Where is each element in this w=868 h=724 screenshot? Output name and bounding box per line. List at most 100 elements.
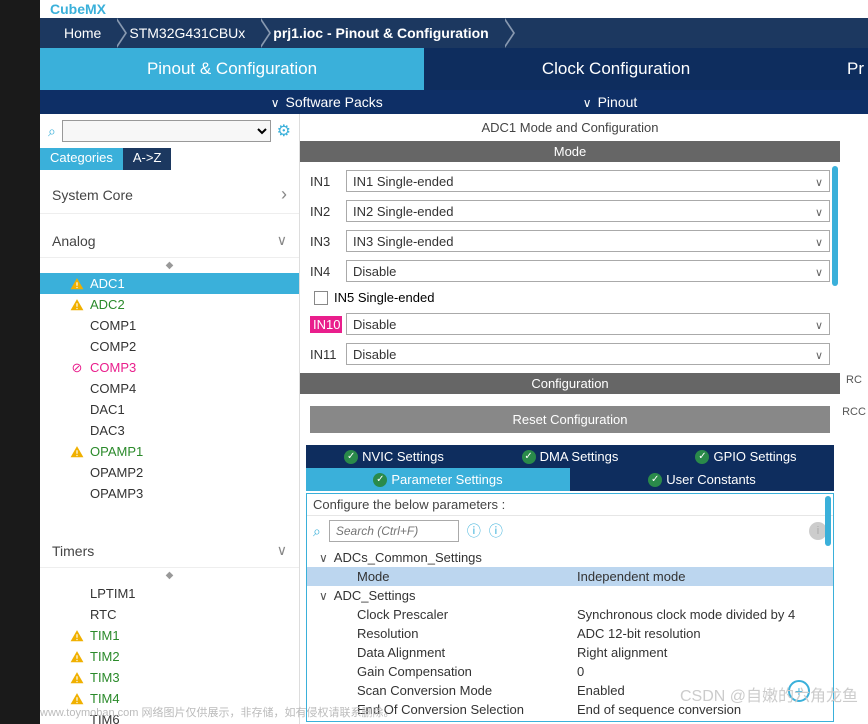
check-icon: ✓ xyxy=(522,450,536,464)
group-system-core[interactable]: System Core xyxy=(40,176,299,214)
param-search-input[interactable] xyxy=(329,520,459,542)
sidebar-item-lptim1[interactable]: LPTIM1 xyxy=(40,583,299,604)
gear-icon[interactable]: ⚙ xyxy=(277,121,291,141)
sidebar-item-dac1[interactable]: DAC1 xyxy=(40,399,299,420)
tab-clock-config[interactable]: Clock Configuration xyxy=(424,48,808,90)
in11-label: IN11 xyxy=(310,347,342,362)
in1-label: IN1 xyxy=(310,174,342,189)
in3-select[interactable]: IN3 Single-ended xyxy=(346,230,830,252)
param-value: End of sequence conversion xyxy=(577,702,741,717)
software-packs-dropdown[interactable]: Software Packs xyxy=(271,94,383,110)
sidebar-item-comp3[interactable]: ⊘ COMP3 xyxy=(40,357,299,378)
param-key: Data Alignment xyxy=(357,645,577,660)
caret-icon xyxy=(313,588,328,603)
param-resolution[interactable]: ResolutionADC 12-bit resolution xyxy=(307,624,833,643)
sidebar-item-opamp3[interactable]: OPAMP3 xyxy=(40,483,299,504)
group-timers[interactable]: Timers xyxy=(40,534,299,568)
warning-icon xyxy=(70,445,84,459)
item-label: OPAMP1 xyxy=(90,444,143,459)
tree-group-common[interactable]: ADCs_Common_Settings xyxy=(307,548,833,567)
chevron-down-icon xyxy=(271,94,280,110)
next-icon[interactable]: ⓘ xyxy=(489,521,503,541)
tab-nvic-settings[interactable]: ✓NVIC Settings xyxy=(306,445,482,468)
in3-label: IN3 xyxy=(310,234,342,249)
checkbox[interactable] xyxy=(314,291,328,305)
ban-icon: ⊘ xyxy=(70,361,84,375)
param-gain-compensation[interactable]: Gain Compensation0 xyxy=(307,662,833,681)
group-analog[interactable]: Analog xyxy=(40,224,299,258)
sidebar: ⌕ ⚙ Categories A->Z System Core Analog ◆… xyxy=(40,114,300,724)
chevron-down-icon xyxy=(277,542,287,559)
mode-header: Mode xyxy=(300,141,840,162)
sidebar-item-opamp2[interactable]: OPAMP2 xyxy=(40,462,299,483)
sidebar-item-comp1[interactable]: COMP1 xyxy=(40,315,299,336)
tab-az[interactable]: A->Z xyxy=(123,148,172,170)
sidebar-item-dac3[interactable]: DAC3 xyxy=(40,420,299,441)
category-tabs: Categories A->Z xyxy=(40,148,299,170)
param-description: Configure the below parameters : xyxy=(307,494,833,516)
pinout-dropdown[interactable]: Pinout xyxy=(583,94,638,110)
select-value: IN3 Single-ended xyxy=(353,234,453,249)
add-button[interactable]: + xyxy=(788,680,810,702)
scrollbar[interactable] xyxy=(825,496,831,546)
sidebar-item-comp2[interactable]: COMP2 xyxy=(40,336,299,357)
tab-gpio-settings[interactable]: ✓GPIO Settings xyxy=(658,445,834,468)
warning-icon xyxy=(70,298,84,312)
pinout-label: Pinout xyxy=(598,94,638,110)
config-pane: ADC1 Mode and Configuration Mode IN1IN1 … xyxy=(300,114,840,724)
crumb-project[interactable]: prj1.ioc - Pinout & Configuration xyxy=(259,18,502,48)
subbar: Software Packs Pinout xyxy=(40,90,868,114)
param-scan-conversion[interactable]: Scan Conversion ModeEnabled xyxy=(307,681,833,700)
chevron-down-icon xyxy=(815,347,823,362)
item-label: TIM3 xyxy=(90,670,120,685)
group-label: System Core xyxy=(52,187,133,203)
param-mode[interactable]: ModeIndependent mode xyxy=(307,567,833,586)
param-key: Scan Conversion Mode xyxy=(357,683,577,698)
select-value: Disable xyxy=(353,317,396,332)
tab-pinout-config[interactable]: Pinout & Configuration xyxy=(40,48,424,90)
sidebar-item-adc2[interactable]: ADC2 xyxy=(40,294,299,315)
in1-select[interactable]: IN1 Single-ended xyxy=(346,170,830,192)
chevron-right-icon xyxy=(281,184,287,205)
chevron-down-icon xyxy=(815,317,823,332)
reset-config-button[interactable]: Reset Configuration xyxy=(310,406,830,433)
item-label: TIM2 xyxy=(90,649,120,664)
search-select[interactable] xyxy=(62,120,271,142)
sidebar-item-tim2[interactable]: TIM2 xyxy=(40,646,299,667)
sidebar-item-tim1[interactable]: TIM1 xyxy=(40,625,299,646)
sidebar-item-tim3[interactable]: TIM3 xyxy=(40,667,299,688)
in11-select[interactable]: Disable xyxy=(346,343,830,365)
tab-dma-settings[interactable]: ✓DMA Settings xyxy=(482,445,658,468)
caret-icon xyxy=(313,550,328,565)
crumb-device[interactable]: STM32G431CBUx xyxy=(115,18,259,48)
in2-select[interactable]: IN2 Single-ended xyxy=(346,200,830,222)
tab-more[interactable]: Pr xyxy=(808,48,868,90)
check-icon: ✓ xyxy=(648,473,662,487)
crumb-home[interactable]: Home xyxy=(50,18,115,48)
search-icon[interactable]: ⌕ xyxy=(48,123,56,140)
check-icon: ✓ xyxy=(373,473,387,487)
tab-categories[interactable]: Categories xyxy=(40,148,123,170)
in10-select[interactable]: Disable xyxy=(346,313,830,335)
param-value: 0 xyxy=(577,664,584,679)
in5-checkbox-row[interactable]: IN5 Single-ended xyxy=(310,286,830,309)
tab-user-constants[interactable]: ✓User Constants xyxy=(570,468,834,491)
sidebar-item-opamp1[interactable]: OPAMP1 xyxy=(40,441,299,462)
warning-icon xyxy=(70,277,84,291)
sidebar-item-comp4[interactable]: COMP4 xyxy=(40,378,299,399)
scrollbar[interactable] xyxy=(832,166,838,286)
param-value: Synchronous clock mode divided by 4 xyxy=(577,607,795,622)
param-data-alignment[interactable]: Data AlignmentRight alignment xyxy=(307,643,833,662)
in4-select[interactable]: Disable xyxy=(346,260,830,282)
param-value: ADC 12-bit resolution xyxy=(577,626,701,641)
tab-parameter-settings[interactable]: ✓Parameter Settings xyxy=(306,468,570,491)
sidebar-item-adc1[interactable]: ADC1 xyxy=(40,273,299,294)
sidebar-item-rtc[interactable]: RTC xyxy=(40,604,299,625)
item-label: COMP3 xyxy=(90,360,136,375)
select-value: Disable xyxy=(353,264,396,279)
prev-icon[interactable]: ⓘ xyxy=(467,521,481,541)
tree-group-adc[interactable]: ADC_Settings xyxy=(307,586,833,605)
group-label: Analog xyxy=(52,233,96,249)
search-icon[interactable]: ⌕ xyxy=(313,523,321,540)
param-clock-prescaler[interactable]: Clock PrescalerSynchronous clock mode di… xyxy=(307,605,833,624)
